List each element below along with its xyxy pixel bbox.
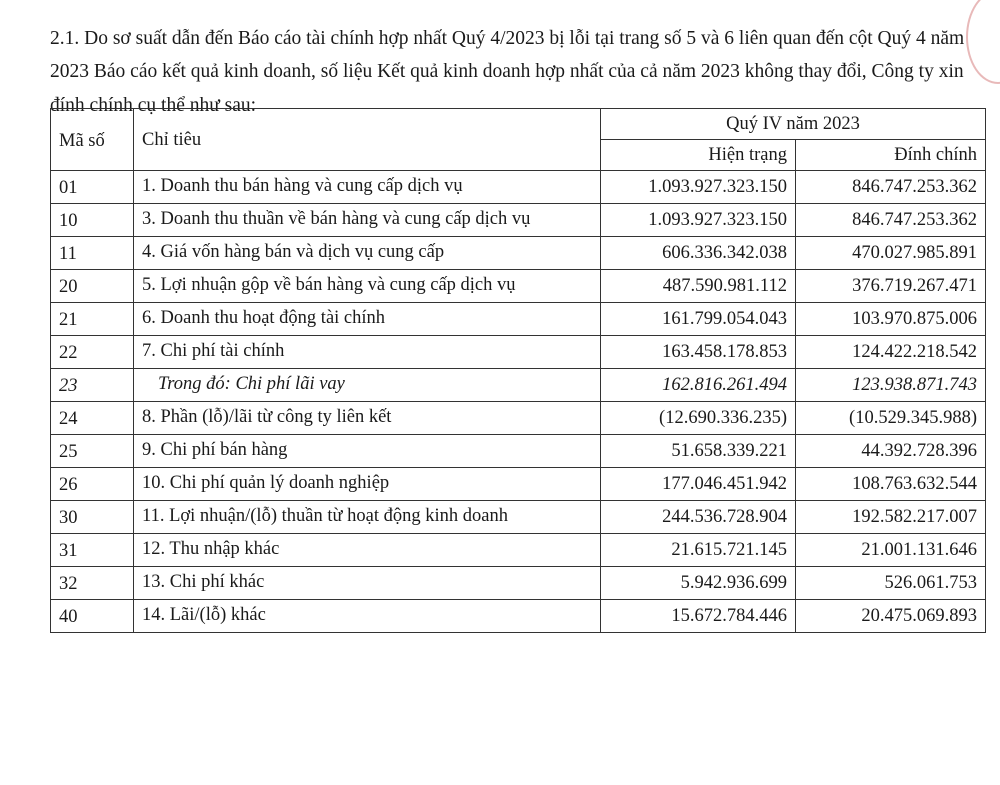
row-current: 163.458.178.853 (600, 335, 796, 369)
table-row: 11 4. Giá vốn hàng bán và dịch vụ cung cấ… (50, 236, 986, 270)
correction-table: Mã số Chỉ tiêu Quý IV năm 2023 Hiện trạn… (50, 108, 986, 633)
table-row: 23 Trong đó: Chi phí lãi vay 162.816.261.4… (50, 368, 986, 402)
row-current: 606.336.342.038 (600, 236, 796, 270)
row-current: 15.672.784.446 (600, 599, 796, 633)
table-row: 20 5. Lợi nhuận gộp về bán hàng và cung c… (50, 269, 986, 303)
row-item: 5. Lợi nhuận gộp về bán hàng và cung cấp… (133, 269, 601, 303)
row-code: 20 (50, 269, 134, 303)
row-current: 162.816.261.494 (600, 368, 796, 402)
row-current: (12.690.336.235) (600, 401, 796, 435)
row-code: 32 (50, 566, 134, 600)
header-current: Hiện trạng (600, 139, 796, 171)
row-corrected: (10.529.345.988) (795, 401, 986, 435)
table-row: 22 7. Chi phí tài chính 163.458.178.853 124… (50, 335, 986, 369)
row-item: 12. Thu nhập khác (133, 533, 601, 567)
row-item: 8. Phần (lỗ)/lãi từ công ty liên kết (133, 401, 601, 435)
header-code: Mã số (50, 108, 134, 171)
table-row: 21 6. Doanh thu hoạt động tài chính 161.79… (50, 302, 986, 336)
row-corrected: 108.763.632.544 (795, 467, 986, 501)
row-current: 21.615.721.145 (600, 533, 796, 567)
row-code: 30 (50, 500, 134, 534)
row-code: 11 (50, 236, 134, 270)
row-item: 10. Chi phí quản lý doanh nghiệp (133, 467, 601, 501)
row-code: 21 (50, 302, 134, 336)
table-row: 25 9. Chi phí bán hàng 51.658.339.221 44.39… (50, 434, 986, 468)
row-current: 1.093.927.323.150 (600, 203, 796, 237)
header-row: Mã số Chỉ tiêu Quý IV năm 2023 (50, 108, 986, 171)
row-code: 31 (50, 533, 134, 567)
row-item: 14. Lãi/(lỗ) khác (133, 599, 601, 633)
row-corrected: 20.475.069.893 (795, 599, 986, 633)
table-row: 01 1. Doanh thu bán hàng và cung cấp dịch… (50, 170, 986, 204)
row-item: 7. Chi phí tài chính (133, 335, 601, 369)
table-row: 31 12. Thu nhập khác 21.615.721.145 21.001.… (50, 533, 986, 567)
row-corrected: 192.582.217.007 (795, 500, 986, 534)
table-row: 10 3. Doanh thu thuần về bán hàng và cung… (50, 203, 986, 237)
table-row: 32 13. Chi phí khác 5.942.936.699 526.061.7… (50, 566, 986, 600)
row-corrected: 123.938.871.743 (795, 368, 986, 402)
row-item: Trong đó: Chi phí lãi vay (133, 368, 601, 402)
row-item: 13. Chi phí khác (133, 566, 601, 600)
row-corrected: 103.970.875.006 (795, 302, 986, 336)
intro-paragraph: 2.1. Do sơ suất dẫn đến Báo cáo tài chín… (50, 27, 965, 116)
row-code: 26 (50, 467, 134, 501)
row-corrected: 21.001.131.646 (795, 533, 986, 567)
header-item: Chỉ tiêu (133, 108, 601, 171)
table-row: 30 11. Lợi nhuận/(lỗ) thuần từ hoạt động … (50, 500, 986, 534)
row-item: 9. Chi phí bán hàng (133, 434, 601, 468)
row-code: 23 (50, 368, 134, 402)
row-current: 5.942.936.699 (600, 566, 796, 600)
row-item: 1. Doanh thu bán hàng và cung cấp dịch v… (133, 170, 601, 204)
table-row: 26 10. Chi phí quản lý doanh nghiệp 177.04… (50, 467, 986, 501)
table-row: 24 8. Phần (lỗ)/lãi từ công ty liên kết (1… (50, 401, 986, 435)
row-item: 11. Lợi nhuận/(lỗ) thuần từ hoạt động ki… (133, 500, 601, 534)
row-code: 24 (50, 401, 134, 435)
row-item: 3. Doanh thu thuần về bán hàng và cung c… (133, 203, 601, 237)
row-code: 40 (50, 599, 134, 633)
row-current: 51.658.339.221 (600, 434, 796, 468)
row-code: 01 (50, 170, 134, 204)
row-current: 487.590.981.112 (600, 269, 796, 303)
row-item: 4. Giá vốn hàng bán và dịch vụ cung cấp (133, 236, 601, 270)
row-current: 161.799.054.043 (600, 302, 796, 336)
row-corrected: 526.061.753 (795, 566, 986, 600)
table-row: 40 14. Lãi/(lỗ) khác 15.672.784.446 20.475.… (50, 599, 986, 633)
header-period: Quý IV năm 2023 (600, 108, 986, 140)
row-corrected: 846.747.253.362 (795, 203, 986, 237)
row-corrected: 44.392.728.396 (795, 434, 986, 468)
row-corrected: 470.027.985.891 (795, 236, 986, 270)
row-corrected: 846.747.253.362 (795, 170, 986, 204)
row-code: 10 (50, 203, 134, 237)
header-subrow: Hiện trạng Đính chính (51, 139, 986, 171)
row-code: 22 (50, 335, 134, 369)
row-corrected: 124.422.218.542 (795, 335, 986, 369)
row-corrected: 376.719.267.471 (795, 269, 986, 303)
row-current: 244.536.728.904 (600, 500, 796, 534)
row-item: 6. Doanh thu hoạt động tài chính (133, 302, 601, 336)
row-current: 1.093.927.323.150 (600, 170, 796, 204)
header-corrected: Đính chính (795, 139, 986, 171)
row-code: 25 (50, 434, 134, 468)
row-current: 177.046.451.942 (600, 467, 796, 501)
